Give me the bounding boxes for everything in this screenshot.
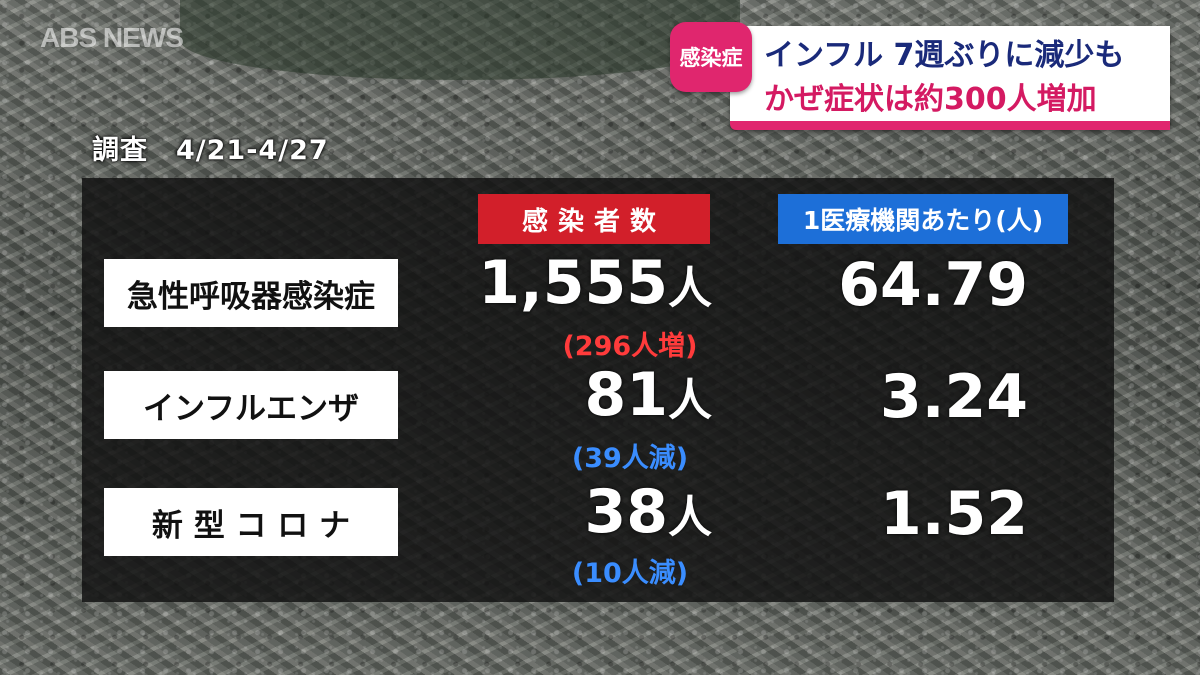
headline-box: インフル 7週ぶりに減少も かぜ症状は約300人増加 bbox=[730, 26, 1170, 130]
per-facility-influenza: 3.24 bbox=[879, 362, 1028, 432]
per-facility-covid: 1.52 bbox=[879, 479, 1028, 549]
row-label-acute-respiratory: 急性呼吸器感染症 bbox=[104, 259, 398, 327]
count-value: 81 bbox=[584, 360, 669, 430]
change-acute-respiratory: (296人増) bbox=[562, 331, 698, 362]
row-label-influenza: インフルエンザ bbox=[104, 371, 398, 439]
per-facility-column-header: 1医療機関あたり(人) bbox=[778, 194, 1068, 244]
row-label-covid: 新 型 コ ロ ナ bbox=[104, 488, 398, 556]
count-unit: 人 bbox=[668, 492, 712, 543]
count-unit: 人 bbox=[668, 263, 712, 314]
change-covid: (10人減) bbox=[571, 558, 689, 589]
survey-period: 調査 4/21-4/27 bbox=[92, 135, 329, 166]
per-facility-acute-respiratory: 64.79 bbox=[838, 250, 1028, 320]
headline-line1: インフル 7週ぶりに減少も bbox=[764, 38, 1125, 73]
infected-column-header: 感染者数 bbox=[478, 194, 710, 244]
count-covid: 38人 bbox=[585, 477, 713, 547]
count-value: 1,555 bbox=[478, 248, 668, 318]
background-hill bbox=[180, 0, 740, 80]
broadcaster-watermark: ABS NEWS bbox=[40, 22, 184, 53]
headline-line2: かぜ症状は約300人増加 bbox=[764, 82, 1097, 117]
count-value: 38 bbox=[584, 477, 669, 547]
count-unit: 人 bbox=[668, 375, 712, 426]
count-influenza: 81人 bbox=[585, 360, 713, 430]
count-acute-respiratory: 1,555人 bbox=[478, 248, 712, 318]
headline-tag: 感染症 bbox=[670, 22, 752, 92]
change-influenza: (39人減) bbox=[571, 443, 689, 474]
